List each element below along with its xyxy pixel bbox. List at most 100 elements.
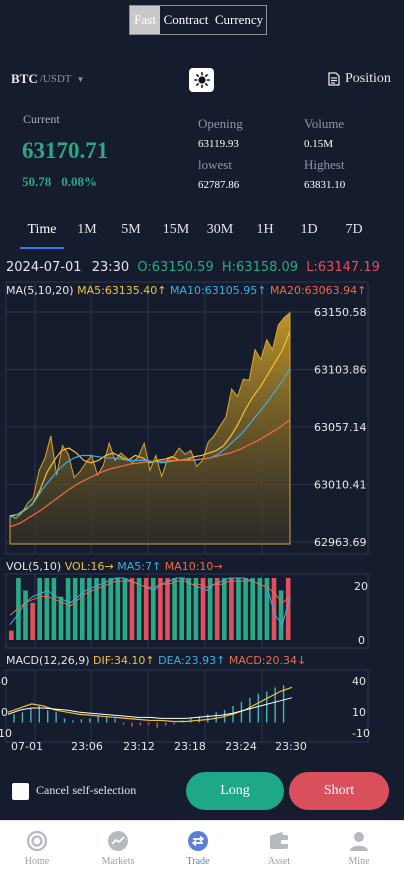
current-label: Current: [23, 112, 60, 126]
tab-1m[interactable]: 1M: [77, 222, 97, 237]
macd-tick-label-right: 10: [352, 706, 366, 719]
tab-markets[interactable]: Markets: [88, 830, 148, 867]
volume-tick-label: 20: [354, 580, 368, 593]
tab-1d[interactable]: 1D: [300, 222, 318, 237]
volume-bar: [200, 578, 206, 640]
action-bar: Cancel self-selection Long Short: [0, 762, 404, 820]
time-tick-label: 23:12: [123, 740, 155, 753]
ma-legend: MA(5,10,20) MA5:63135.40↑ MA10:63105.95↑…: [6, 284, 366, 297]
trade-icon: [188, 831, 208, 851]
volume-bar: [186, 578, 192, 640]
tab-asset[interactable]: Asset: [249, 830, 309, 867]
tab-time[interactable]: Time: [27, 222, 57, 237]
opening-label: Opening: [198, 116, 243, 131]
volume-bar: [165, 578, 170, 640]
mode-switch: Fast Contract Currency: [129, 5, 267, 35]
tab-1h[interactable]: 1H: [256, 222, 274, 237]
price-tick-label: 63010.41: [314, 479, 367, 492]
ma5-legend: MA5:63135.40↑: [77, 284, 170, 297]
tab-active-underline: [20, 247, 64, 249]
macd-legend: MACD(12,26,9) DIF:34.10↑ DEA:23.93↑ MACD…: [6, 654, 306, 667]
volume-bar: [87, 578, 92, 640]
volume-bar: [65, 578, 71, 640]
ohlc-readout: 2024-07-01 23:30 O:63150.59 H:63158.09 L…: [6, 260, 380, 275]
volume-bar: [30, 602, 35, 640]
time-tick-label: 23:06: [71, 740, 103, 753]
caret-down-icon: ▼: [76, 74, 85, 84]
volume-bar: [257, 578, 263, 640]
vol-value-legend: VOL:16→: [65, 560, 118, 573]
time-tick-label: 23:18: [174, 740, 206, 753]
volume-legend: VOL(5,10) VOL:16→ MA5:7↑ MA10:10→: [6, 560, 223, 573]
volume-bar: [115, 578, 121, 640]
macd-panel-frame: [5, 669, 369, 743]
wallet-icon: [270, 832, 288, 849]
volume-bar: [243, 578, 248, 640]
ma-line-ma5: [9, 330, 291, 517]
position-link[interactable]: Position: [328, 71, 391, 87]
price-tick-label: 63057.14: [314, 421, 367, 434]
volume-ma10-line: [9, 580, 291, 616]
volume-bar: [23, 590, 28, 640]
price-chart[interactable]: 63150.58 63103.86 63057.14 63010.41 62963.69…: [0, 278, 404, 758]
volume-bar: [271, 578, 277, 640]
volume-bar: [80, 578, 85, 640]
ma-line-ma20: [9, 419, 291, 528]
tab-trade[interactable]: Trade: [168, 830, 228, 867]
ohlc-open: O:63150.59: [137, 260, 214, 275]
volume-label: Volume: [304, 116, 345, 131]
volume-bar: [207, 578, 213, 640]
long-button[interactable]: Long: [186, 772, 284, 810]
volume-bar: [179, 578, 184, 640]
macd-value-legend: MACD:20.34↓: [229, 654, 306, 667]
volume-bar: [214, 578, 220, 640]
ma20-legend: MA20:63063.94↑: [270, 284, 366, 297]
macd-tick-label-right: -10: [352, 727, 370, 740]
theme-toggle-button[interactable]: [189, 68, 214, 92]
ma-legend-label: MA(5,10,20): [6, 284, 77, 297]
time-tick-label: 23:30: [275, 740, 307, 753]
short-button[interactable]: Short: [289, 772, 389, 810]
volume-bar: [136, 578, 142, 640]
price-tick-label: 63103.86: [314, 363, 367, 376]
sun-icon: [193, 72, 210, 88]
macd-tick-label-left: 10: [0, 706, 8, 719]
cancel-selection-label: Cancel self-selection: [36, 783, 137, 797]
macd-tick-label-left: -10: [0, 727, 12, 740]
macd-dif-legend: DIF:34.10↑: [93, 654, 158, 667]
volume-bar: [158, 578, 163, 640]
pair-selector[interactable]: BTC /USDT ▼: [11, 71, 84, 87]
price-panel-frame: [5, 281, 369, 555]
tab-home-label: Home: [24, 856, 50, 867]
cancel-selection-checkbox[interactable]: [12, 783, 29, 800]
volume-bar: [9, 630, 14, 640]
ohlc-low: L:63147.19: [306, 260, 380, 275]
mode-fast-button[interactable]: Fast: [130, 6, 160, 34]
volume-bar: [16, 578, 21, 640]
price-area: [9, 311, 291, 545]
tab-30m[interactable]: 30M: [206, 222, 234, 237]
ma10-legend: MA10:63105.95↑: [170, 284, 270, 297]
tab-home[interactable]: Home: [7, 830, 67, 867]
lowest-label: lowest: [198, 157, 232, 172]
tab-7d[interactable]: 7D: [345, 222, 363, 237]
volume-bar: [51, 578, 57, 640]
ohlc-high: H:63158.09: [221, 260, 299, 275]
volume-bar: [229, 578, 234, 640]
tab-mine[interactable]: Mine: [329, 830, 389, 867]
tab-5m[interactable]: 5M: [121, 222, 141, 237]
mode-currency-button[interactable]: Currency: [214, 12, 264, 27]
position-label: Position: [345, 71, 391, 86]
user-icon: [350, 832, 368, 851]
chart-canvas: 63150.58 63103.86 63057.14 63010.41 62963.69…: [0, 281, 370, 753]
current-price: 63170.71: [22, 138, 109, 163]
volume-bar: [143, 578, 149, 640]
price-tick-label: 63150.58: [314, 306, 367, 319]
macd-tick-label-right: 40: [352, 675, 366, 688]
volume-ma5-line: [9, 577, 291, 626]
mode-contract-button[interactable]: Contract: [163, 12, 209, 27]
ohlc-time: 23:30: [91, 260, 130, 275]
tab-15m[interactable]: 15M: [162, 222, 190, 237]
volume-bar: [44, 578, 50, 640]
volume-value: 0.15M: [304, 138, 334, 150]
